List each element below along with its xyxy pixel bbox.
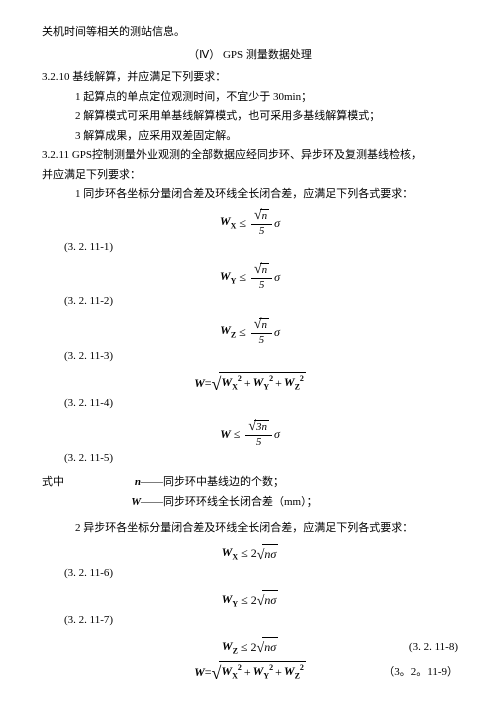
legend-row-w: W ——同步环环线全长闭合差（mm）； [42,494,458,511]
formula-w-sum: W = √ WX2 + WY2 + WZ2 [42,372,458,393]
s3210-head: 3.2.10 基线解算，并应满足下列要求： [42,69,458,86]
label-4: (3. 2. 11-4) [42,395,458,412]
formula-wx: WX ≤ √n 5 σ [42,209,458,237]
formula-wz: WZ ≤ √n 5 σ [42,318,458,346]
formula-wz2: WZ ≤ 2 √nσ (3. 2. 11-8) [42,637,458,657]
formula-wx2: WX ≤ 2 √nσ [42,543,458,563]
s3211-head2: 并应满足下列要求： [42,167,458,184]
formula-w-3n: W ≤ √3n 5 σ [42,420,458,448]
label-8: (3. 2. 11-8) [409,639,458,656]
s3211-head1: 3.2.11 GPS控制测量外业观测的全部数据应经同步环、异步环及复测基线检核， [42,147,458,164]
formula-w-sum2: W = √ WX2 + WY2 + WZ2 （3。2。11-9） [42,661,458,682]
label-2: (3. 2. 11-2) [42,293,458,310]
label-1: (3. 2. 11-1) [42,239,458,256]
formula-wy: WY ≤ √n 5 σ [42,263,458,291]
formula-wy2: WY ≤ 2 √nσ [42,590,458,610]
label-6: (3. 2. 11-6) [42,565,458,582]
label-5: (3. 2. 11-5) [42,450,458,467]
part2-text: 2 异步环各坐标分量闭合差及环线全长闭合差，应满足下列各式要求： [42,520,458,537]
top-line: 关机时间等相关的测站信息。 [42,24,458,41]
label-9: （3。2。11-9） [383,664,458,681]
label-3: (3. 2. 11-3) [42,348,458,365]
section-title: （Ⅳ） GPS 测量数据处理 [42,47,458,64]
s3211-item1: 1 同步环各坐标分量闭合差及环线全长闭合差，应满足下列各式要求： [42,186,458,203]
s3210-item2: 2 解算模式可采用单基线解算模式，也可采用多基线解算模式； [42,108,458,125]
s3210-item3: 3 解算成果，应采用双差固定解。 [42,128,458,145]
legend-row-n: 式中 n ——同步环中基线边的个数； [42,474,458,491]
s3210-item1: 1 起算点的单点定位观测时间，不宜少于 30min； [42,89,458,106]
label-7: (3. 2. 11-7) [42,612,458,629]
